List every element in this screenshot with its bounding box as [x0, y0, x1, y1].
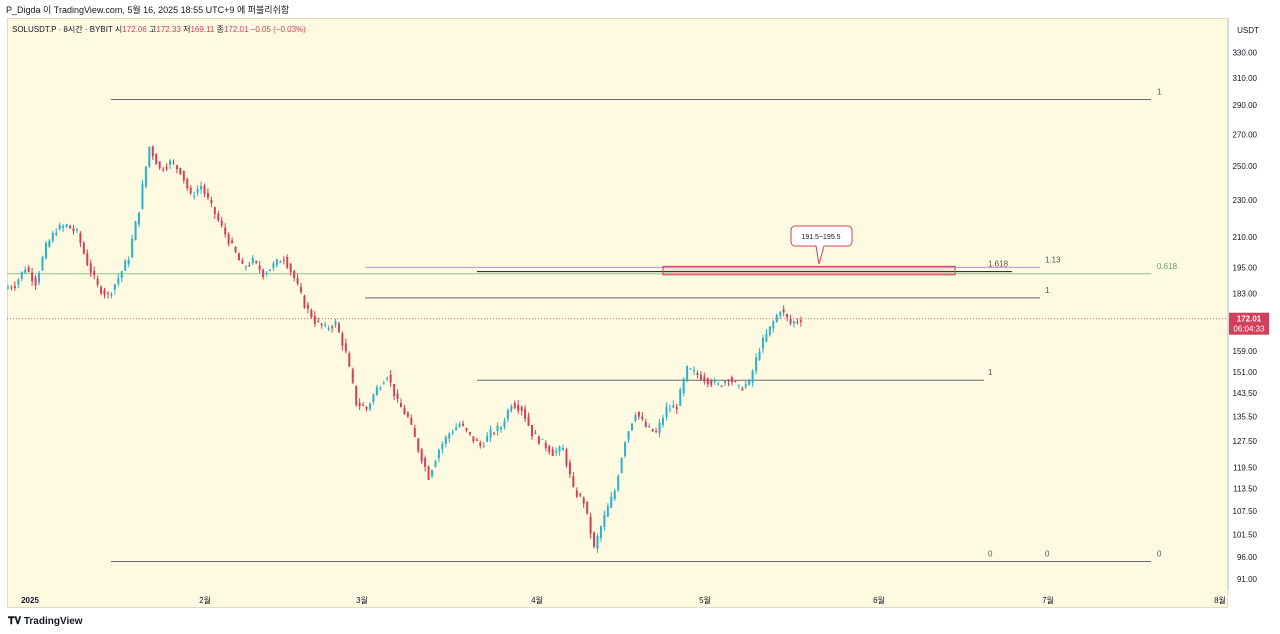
- close-label: 종: [216, 25, 224, 34]
- publisher-line: P_Digda 이 TradingView.com, 5월 16, 2025 1…: [6, 5, 290, 15]
- tradingview-logo[interactable]: 𝐓𝐕 TradingView: [8, 616, 83, 627]
- time-axis[interactable]: [7, 590, 1228, 608]
- header-bar: P_Digda 이 TradingView.com, 5월 16, 2025 1…: [0, 0, 1280, 18]
- close-value: 172.01: [223, 25, 249, 34]
- tradingview-icon: 𝐓𝐕: [8, 616, 24, 627]
- low-value: 169.11: [190, 25, 215, 34]
- brand-name: TradingView: [23, 616, 83, 627]
- change-value: −0.05 (−0.03%): [250, 25, 306, 34]
- price-axis[interactable]: [1228, 18, 1274, 590]
- symbol-name: SOLUSDT.P · 8시간 · BYBIT: [12, 25, 113, 34]
- high-value: 172.33: [156, 25, 181, 34]
- symbol-legend: SOLUSDT.P · 8시간 · BYBIT 시172.06 고172.33 …: [12, 24, 306, 35]
- high-label: 고: [149, 25, 157, 34]
- footer-bar: 𝐓𝐕 TradingView: [0, 610, 1280, 634]
- open-label: 시: [114, 25, 123, 34]
- open-value: 172.06: [122, 25, 147, 34]
- chart-area[interactable]: [7, 18, 1228, 608]
- low-label: 저: [183, 25, 191, 34]
